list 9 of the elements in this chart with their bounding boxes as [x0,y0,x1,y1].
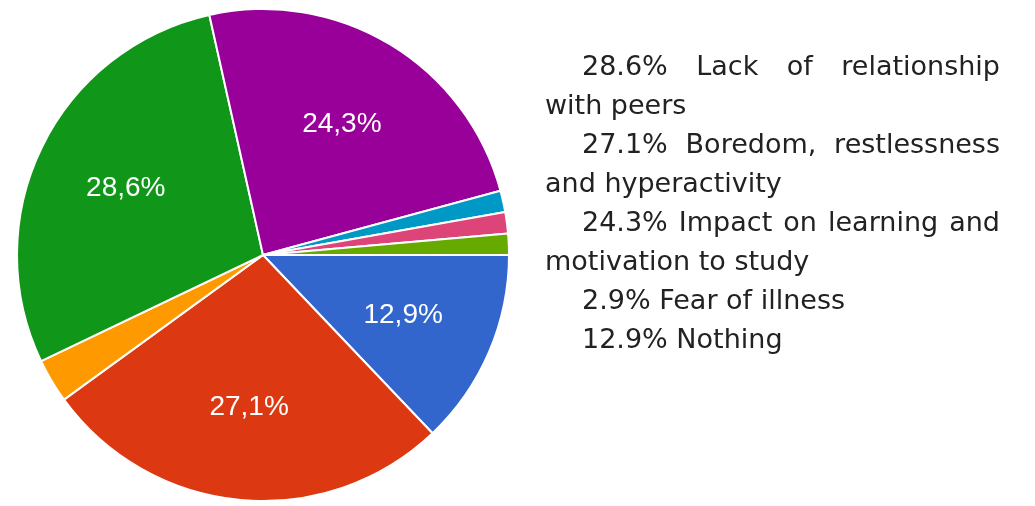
data-label: 12,9% [363,297,443,329]
data-label: 28,6% [86,171,166,203]
text: 2.9% Fear of illness [581,283,847,317]
text: 28.6% Lack of relationship with peers [545,49,1000,122]
data-label: 24,3% [302,107,382,139]
text: 12.9% Nothing [581,322,784,356]
text: 27.1% Boredom, restlessness and hyperactivity [545,127,1000,200]
text: 24.3% Impact on learning and motivation to study [545,205,1000,278]
data-label: 27,1% [209,389,289,421]
